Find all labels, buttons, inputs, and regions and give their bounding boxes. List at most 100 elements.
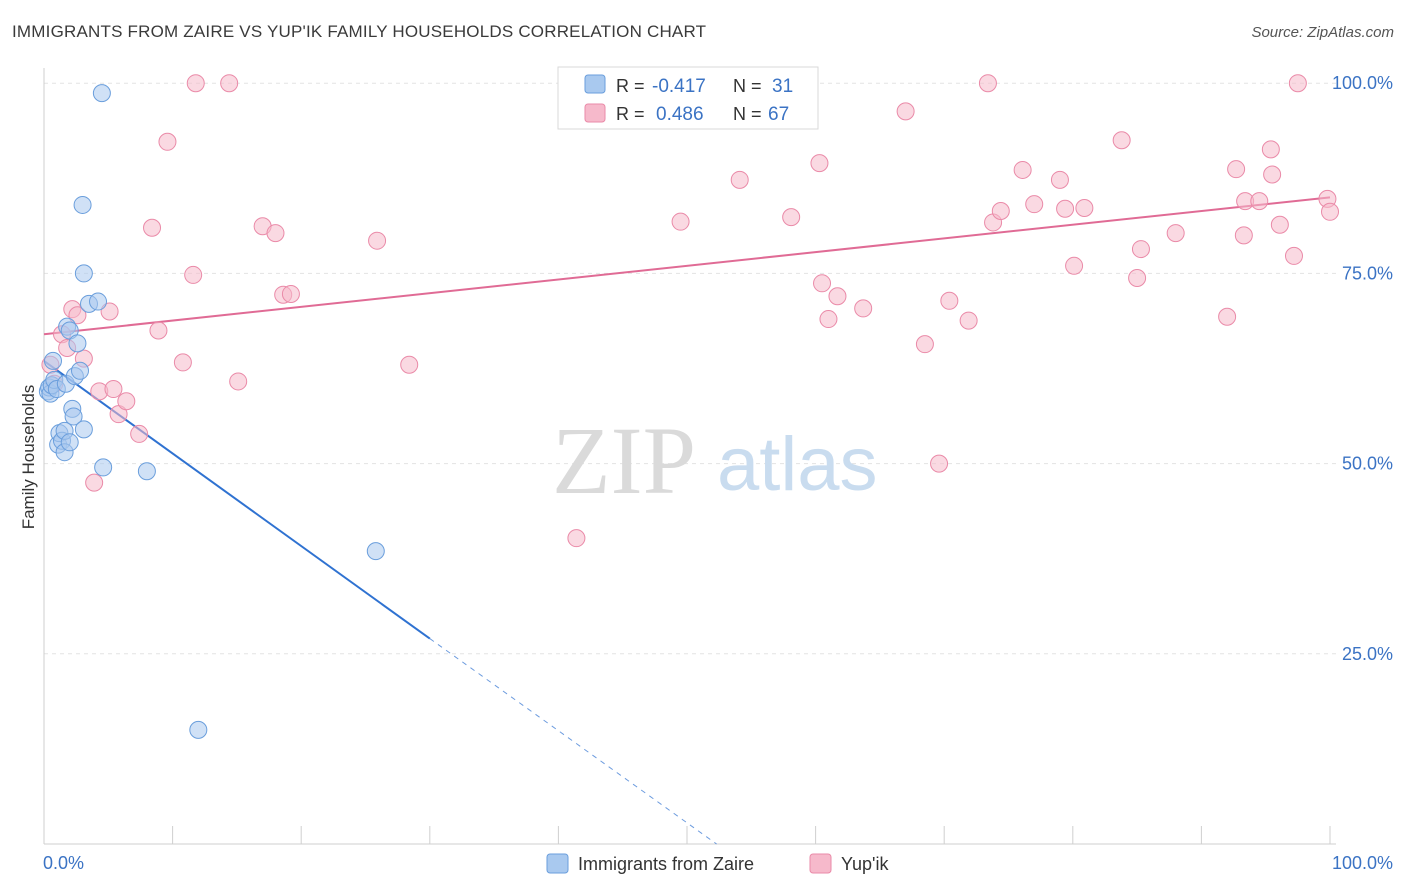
point-yupik [1263, 165, 1282, 184]
point-yupik [220, 74, 239, 93]
point-yupik [117, 392, 136, 411]
point-yupik [915, 335, 934, 354]
point-yupik [184, 265, 203, 284]
point-yupik [782, 208, 801, 227]
chart-source: Source: ZipAtlas.com [1251, 24, 1394, 41]
point-yupik [1166, 224, 1185, 243]
bottom-legend-swatch-zaire [546, 853, 569, 874]
point-yupik [158, 132, 177, 151]
point-yupik [1050, 170, 1069, 189]
y-axis-label: Family Households [19, 385, 38, 530]
data-points [38, 74, 1339, 739]
point-yupik [100, 302, 119, 321]
point-yupik [854, 299, 873, 318]
legend-r-label-1: R = [616, 76, 645, 96]
point-yupik [1218, 307, 1237, 326]
point-yupik [978, 74, 997, 93]
legend-r-value-2: 0.486 [656, 104, 704, 125]
point-zaire [74, 264, 93, 283]
series-legend: Immigrants from Zaire Yup'ik [546, 853, 889, 874]
legend-n-value-2: 67 [768, 104, 789, 125]
point-zaire [60, 433, 79, 452]
point-yupik [813, 274, 832, 293]
legend-n-value-1: 31 [772, 76, 793, 97]
point-yupik [671, 212, 690, 231]
point-yupik [1131, 240, 1150, 259]
legend-swatch-zaire [584, 74, 606, 94]
point-yupik [229, 372, 248, 391]
point-yupik [1321, 202, 1339, 221]
y-tick-labels: 25.0% 50.0% 75.0% 100.0% [1332, 73, 1393, 664]
y-tick-label: 50.0% [1342, 454, 1393, 474]
point-yupik [940, 291, 959, 310]
y-tick-label: 75.0% [1342, 263, 1393, 283]
legend-n-label-1: N = [733, 76, 762, 96]
point-yupik [1270, 215, 1289, 234]
bottom-legend-label-yupik: Yup'ik [841, 854, 889, 874]
point-zaire [366, 542, 385, 561]
point-yupik [828, 287, 847, 306]
point-yupik [1227, 160, 1246, 179]
point-zaire [64, 407, 83, 426]
trend-line-yupik [43, 196, 1331, 336]
point-yupik [368, 231, 387, 250]
point-yupik [819, 310, 838, 329]
point-yupik [1056, 199, 1075, 218]
point-zaire [73, 195, 92, 214]
correlation-legend: R = -0.417 N = 31 R = 0.486 N = 67 [557, 66, 819, 130]
point-yupik [959, 311, 978, 330]
point-yupik [186, 74, 205, 93]
point-yupik [1025, 195, 1044, 214]
point-yupik [1065, 256, 1084, 275]
bottom-legend-label-zaire: Immigrants from Zaire [578, 854, 754, 874]
point-zaire [68, 334, 87, 353]
point-zaire [137, 462, 156, 481]
point-yupik [730, 170, 749, 189]
point-zaire [74, 420, 93, 439]
trend-lines [43, 196, 1331, 845]
point-yupik [400, 355, 419, 374]
point-yupik [1128, 268, 1147, 287]
point-yupik [68, 306, 87, 325]
point-zaire [94, 458, 113, 477]
point-yupik [130, 424, 149, 443]
point-yupik [143, 218, 162, 237]
y-tick-label: 25.0% [1342, 644, 1393, 664]
point-yupik [1288, 74, 1307, 93]
point-yupik [1112, 131, 1131, 150]
point-yupik [266, 224, 285, 243]
point-yupik [1075, 198, 1094, 217]
legend-r-value-1: -0.417 [652, 76, 706, 97]
point-yupik [810, 154, 829, 173]
point-zaire [189, 720, 208, 739]
axes [43, 68, 1336, 845]
point-yupik [149, 321, 168, 340]
point-zaire [92, 84, 111, 103]
bottom-legend-swatch-yupik [809, 853, 832, 874]
x-tick-label: 100.0% [1332, 853, 1393, 873]
point-yupik [173, 353, 192, 372]
point-yupik [567, 529, 586, 548]
point-yupik [1284, 246, 1303, 265]
trend-line-zaire-extension [429, 638, 717, 845]
grid-lines [44, 82, 1336, 655]
point-zaire [44, 351, 63, 370]
watermark-zip: ZIP [552, 407, 696, 514]
x-tick-labels: 0.0% 100.0% [43, 853, 1393, 873]
point-yupik [1013, 160, 1032, 179]
point-yupik [1234, 226, 1253, 245]
point-zaire [89, 292, 108, 311]
point-yupik [85, 473, 104, 492]
point-zaire [71, 361, 90, 380]
point-yupik [930, 454, 949, 473]
point-yupik [896, 102, 915, 121]
x-tick-label: 0.0% [43, 853, 84, 873]
trend-line-zaire [43, 360, 431, 640]
point-yupik [281, 284, 300, 303]
legend-swatch-yupik [584, 103, 606, 123]
point-yupik [1261, 140, 1280, 159]
watermark-atlas: atlas [717, 422, 878, 507]
point-yupik [1250, 192, 1269, 211]
y-tick-label: 100.0% [1332, 73, 1393, 93]
